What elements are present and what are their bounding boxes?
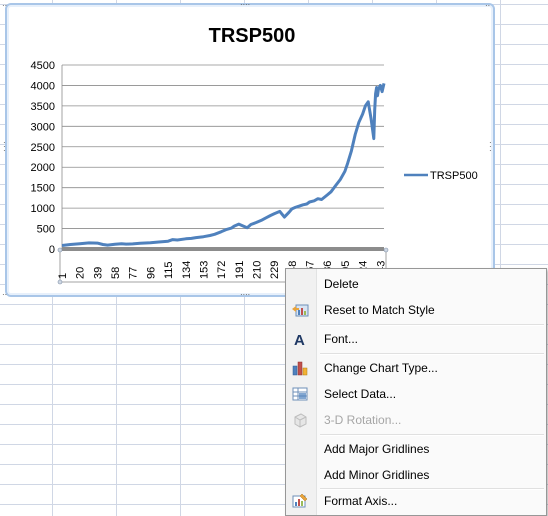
y-tick-label: 1500 — [31, 183, 55, 195]
x-tick-label: 153 — [198, 261, 210, 279]
y-tick-label: 2000 — [31, 162, 55, 174]
plot-area[interactable] — [61, 83, 386, 247]
x-tick-label: 58 — [110, 267, 122, 279]
legend[interactable]: TRSP500 — [404, 170, 478, 182]
chart-type-icon — [291, 360, 309, 376]
menu-item-reset-to-match-style[interactable]: Reset to Match Style — [286, 298, 546, 322]
x-tick-label: 39 — [92, 267, 104, 279]
menu-item-add-major-gridlines[interactable]: Add Major Gridlines — [286, 437, 546, 461]
resize-handle-left[interactable]: ∙ ∙ ∙ — [3, 137, 6, 155]
gridlines — [62, 64, 384, 229]
axis-selection-handle[interactable] — [57, 279, 63, 285]
y-tick-label: 3500 — [31, 101, 55, 113]
font-icon: A — [291, 331, 309, 347]
resize-handle-bottom[interactable]: ∙∙∙∙ — [240, 289, 251, 299]
menu-item-change-chart-type[interactable]: Change Chart Type... — [286, 356, 546, 380]
chart-area[interactable]: TRSP500 4500 4000 3500 3000 2500 2000 1500 1000… — [10, 8, 490, 292]
y-tick-label: 500 — [37, 224, 55, 236]
y-tick-label: 0 — [49, 244, 55, 256]
menu-separator — [320, 353, 544, 355]
menu-item-delete[interactable]: Delete — [286, 272, 546, 296]
menu-item-label: Reset to Match Style — [324, 303, 435, 317]
axis-selection-handle[interactable] — [57, 247, 63, 253]
x-tick-label: 115 — [163, 261, 175, 279]
y-tick-label: 4000 — [31, 80, 55, 92]
y-tick-label: 4500 — [31, 60, 55, 72]
x-tick-label: 20 — [75, 267, 87, 279]
menu-separator — [320, 324, 544, 326]
format-axis-icon — [291, 493, 309, 509]
x-tick-label: 134 — [181, 261, 193, 279]
menu-item-label: 3-D Rotation... — [324, 413, 402, 427]
x-tick-label: 191 — [234, 261, 246, 279]
chart-canvas[interactable]: TRSP500 45004000350030002500200015001000… — [10, 8, 490, 292]
legend-label: TRSP500 — [430, 170, 478, 182]
x-tick-label: 172 — [216, 261, 228, 279]
chart-title[interactable]: TRSP500 — [209, 25, 296, 47]
menu-item-format-axis[interactable]: Format Axis... — [286, 489, 546, 513]
x-tick-label: 96 — [145, 267, 157, 279]
y-tick-label: 2500 — [31, 142, 55, 154]
menu-item-label: Add Minor Gridlines — [324, 468, 430, 482]
menu-item-label: Change Chart Type... — [324, 361, 438, 375]
reset-style-icon — [291, 302, 309, 318]
menu-item-label: Select Data... — [324, 387, 397, 401]
menu-item-label: Add Major Gridlines — [324, 442, 430, 456]
x-tick-label: 77 — [128, 267, 140, 279]
y-tick-label: 1000 — [31, 203, 55, 215]
series-line-trsp500[interactable] — [61, 83, 386, 247]
x-tick-label: 229 — [269, 261, 281, 279]
select-data-icon — [291, 386, 309, 402]
menu-separator — [320, 434, 544, 436]
menu-separator — [320, 488, 544, 490]
resize-handle-right[interactable]: ∙ ∙ ∙ — [489, 137, 492, 155]
x-axis-selection-box[interactable] — [59, 249, 387, 283]
menu-item-3d-rotation: 3-D Rotation... — [286, 408, 546, 432]
resize-handle-top[interactable]: ∙∙∙∙ — [240, 0, 251, 9]
menu-item-label: Format Axis... — [324, 494, 398, 508]
y-tick-label: 3000 — [31, 121, 55, 133]
menu-item-select-data[interactable]: Select Data... — [286, 382, 546, 406]
y-axis[interactable]: 4500 4000 3500 3000 2500 2000 1500 1000 500 0 — [31, 60, 63, 256]
context-menu[interactable]: Delete Reset to Match Style A Font... — [285, 268, 547, 516]
svg-text:A: A — [294, 332, 305, 347]
menu-item-label: Font... — [324, 332, 359, 346]
menu-item-add-minor-gridlines[interactable]: Add Minor Gridlines — [286, 463, 546, 487]
menu-item-font[interactable]: A Font... — [286, 327, 546, 351]
resize-handle-bottom-left[interactable]: ∙∙ — [2, 289, 8, 299]
x-tick-label: 1 — [57, 273, 69, 279]
x-tick-label: 210 — [252, 261, 264, 279]
axis-selection-handle[interactable] — [383, 247, 389, 253]
menu-item-label: Delete — [324, 277, 359, 291]
chart-object[interactable]: TRSP500 4500 4000 3500 3000 2500 2000 1500 1000… — [5, 3, 495, 297]
resize-handle-top-left[interactable]: ∙∙ — [2, 0, 8, 10]
rotation-3d-icon — [291, 412, 309, 428]
resize-handle-top-right[interactable]: ∙∙ — [485, 0, 491, 10]
